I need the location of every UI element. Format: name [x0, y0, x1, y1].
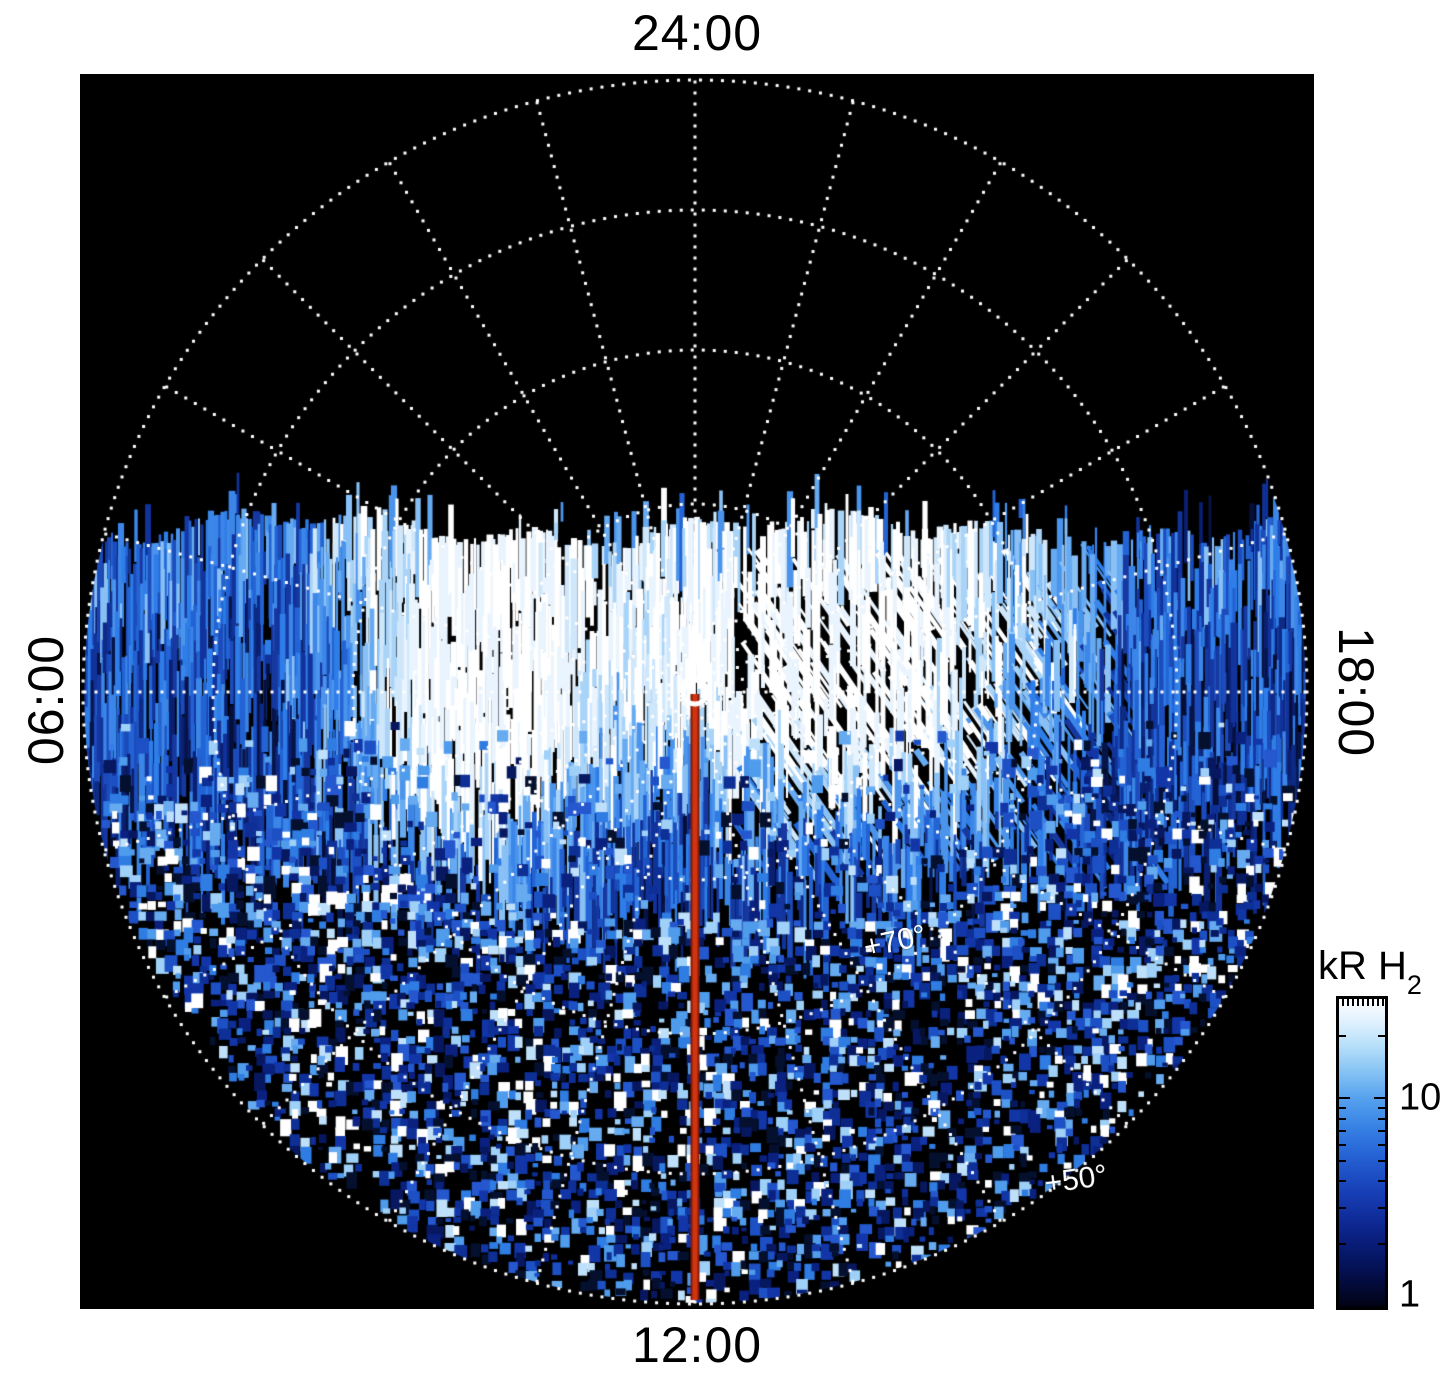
colorbar-top-comb-tick [1347, 999, 1349, 1006]
colorbar-gradient [1336, 996, 1388, 1310]
colorbar-minor-tick [1339, 1160, 1346, 1163]
time-label-2400: 24:00 [631, 5, 763, 61]
time-label-1800: 18:00 [1328, 626, 1384, 758]
colorbar-minor-tick [1339, 1129, 1346, 1132]
colorbar-minor-tick [1378, 1160, 1385, 1163]
colorbar-minor-tick [1339, 1243, 1346, 1246]
colorbar-minor-tick [1339, 1180, 1346, 1183]
time-label-0600: 06:00 [18, 634, 74, 766]
colorbar-major-tick [1374, 1097, 1385, 1100]
colorbar-minor-tick [1378, 1129, 1385, 1132]
colorbar-tick-label-10: 10 [1399, 1076, 1442, 1119]
colorbar-minor-tick [1378, 1107, 1385, 1110]
colorbar-minor-tick [1339, 1143, 1346, 1146]
colorbar-top-comb-tick [1377, 999, 1379, 1006]
colorbar-title-subscript: 2 [1406, 970, 1422, 1000]
colorbar-top-comb-tick [1382, 999, 1384, 1006]
colorbar-minor-tick [1378, 1243, 1385, 1246]
colorbar-minor-tick [1378, 1143, 1385, 1146]
colorbar-top-comb-tick [1342, 999, 1344, 1006]
colorbar-top-comb-tick [1372, 999, 1374, 1006]
colorbar-title-main: kR H [1318, 944, 1407, 988]
colorbar-minor-tick [1378, 1206, 1385, 1209]
colorbar-minor-tick [1339, 1206, 1346, 1209]
time-label-1200: 12:00 [631, 1317, 763, 1373]
colorbar-top-comb-tick [1357, 999, 1359, 1006]
colorbar-minor-tick [1339, 1117, 1346, 1120]
colorbar-minor-tick [1378, 1034, 1385, 1037]
colorbar-top-comb-tick [1367, 999, 1369, 1006]
polar-plot-canvas [80, 74, 1314, 1309]
colorbar-minor-tick [1339, 1107, 1346, 1110]
plot-area: +70° +50° [80, 74, 1314, 1309]
colorbar-top-comb-tick [1352, 999, 1354, 1006]
colorbar-title: kR H2 [1300, 944, 1440, 1000]
colorbar-top-comb-tick [1362, 999, 1364, 1006]
colorbar-major-tick [1339, 1097, 1350, 1100]
colorbar-minor-tick [1378, 1180, 1385, 1183]
colorbar-minor-tick [1339, 1034, 1346, 1037]
colorbar-minor-tick [1378, 1117, 1385, 1120]
colorbar-tick-label-1: 1 [1399, 1273, 1421, 1316]
